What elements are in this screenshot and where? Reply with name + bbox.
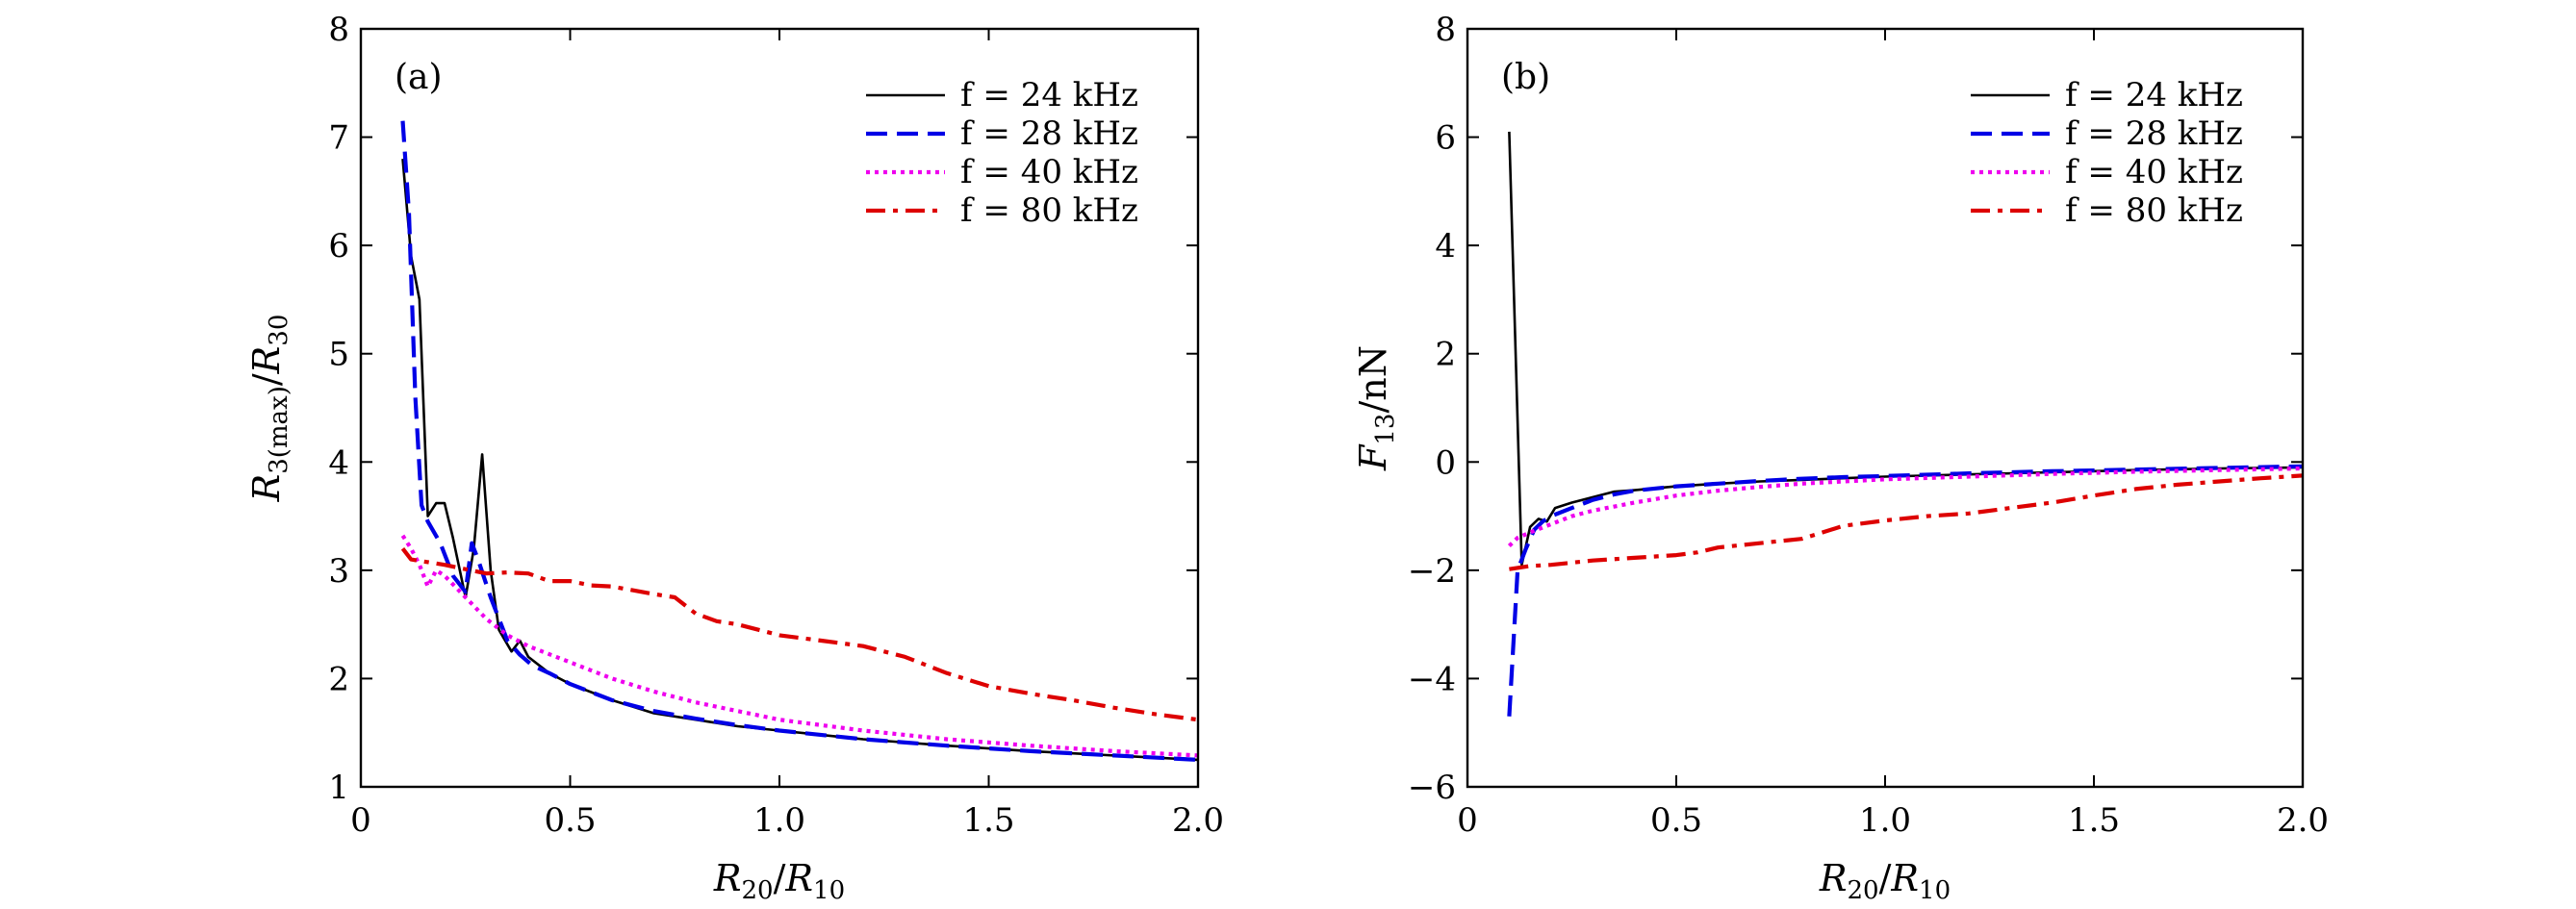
series-group — [400, 120, 1198, 762]
y-tick-label: 2 — [328, 660, 349, 698]
x-tick-label: 0.5 — [1650, 801, 1702, 840]
x-tick-label: 0 — [350, 801, 371, 840]
legend-label-3: f = 80 kHz — [960, 191, 1138, 230]
legend-label-0: f = 24 kHz — [2065, 76, 2243, 114]
y-tick-label: 1 — [328, 769, 349, 807]
series-line-2 — [400, 534, 1198, 758]
series-line-2 — [1507, 466, 2303, 548]
panel-label: (a) — [395, 58, 443, 97]
x-tick-label: 1.5 — [962, 801, 1014, 840]
y-tick-label: −2 — [1408, 552, 1456, 591]
y-tick-label: 8 — [1435, 11, 1456, 49]
legend-label-2: f = 40 kHz — [960, 153, 1138, 191]
series-group — [1507, 131, 2303, 717]
y-tick-label: 8 — [328, 11, 349, 49]
y-tick-label: 3 — [328, 552, 349, 591]
legend-label-0: f = 24 kHz — [960, 76, 1138, 114]
y-tick-label: 4 — [1435, 227, 1456, 265]
panel-a: 0 0.5 1.0 1.5 2.0 1 2 3 4 5 6 7 8 (a) R20/R10 R3(max)/R… — [245, 11, 1224, 905]
y-tick-label: −4 — [1408, 660, 1456, 698]
y-tick-label: −6 — [1408, 769, 1456, 807]
y-tick-label: 2 — [1435, 336, 1456, 374]
legend-label-1: f = 28 kHz — [960, 114, 1138, 153]
x-tick-label: 2.0 — [2277, 801, 2329, 840]
y-tick-label: 4 — [328, 443, 349, 482]
x-tick-label: 1.0 — [1859, 801, 1911, 840]
legend-label-3: f = 80 kHz — [2065, 191, 2243, 230]
x-axis-label: R20/R10 — [1819, 857, 1951, 905]
y-axis-label: F13/nN — [1352, 345, 1400, 471]
legend-label-2: f = 40 kHz — [2065, 153, 2243, 191]
x-tick-label: 0 — [1457, 801, 1478, 840]
y-tick-label: 7 — [328, 119, 349, 158]
series-line-1 — [400, 120, 1198, 762]
x-tick-label: 0.5 — [544, 801, 596, 840]
y-axis-label: R3(max)/R30 — [245, 315, 293, 503]
series-line-3 — [400, 547, 1198, 722]
panel-b: 0 0.5 1.0 1.5 2.0 −6 −4 −2 0 2 4 6 8 (b) R20/R10 F13/nN… — [1352, 11, 2329, 905]
y-tick-label: 6 — [1435, 119, 1456, 158]
x-axis-label: R20/R10 — [713, 857, 845, 905]
y-tick-label: 5 — [328, 336, 349, 374]
x-tick-label: 1.5 — [2068, 801, 2120, 840]
y-tick-label: 6 — [328, 227, 349, 265]
x-tick-label: 1.0 — [753, 801, 805, 840]
series-line-3 — [1509, 473, 2303, 571]
x-tick-label: 2.0 — [1172, 801, 1224, 840]
panel-label: (b) — [1501, 58, 1550, 97]
y-tick-label: 0 — [1435, 443, 1456, 482]
series-line-1 — [1507, 464, 2303, 717]
legend-label-1: f = 28 kHz — [2065, 114, 2243, 153]
series-line-0 — [401, 158, 1198, 762]
